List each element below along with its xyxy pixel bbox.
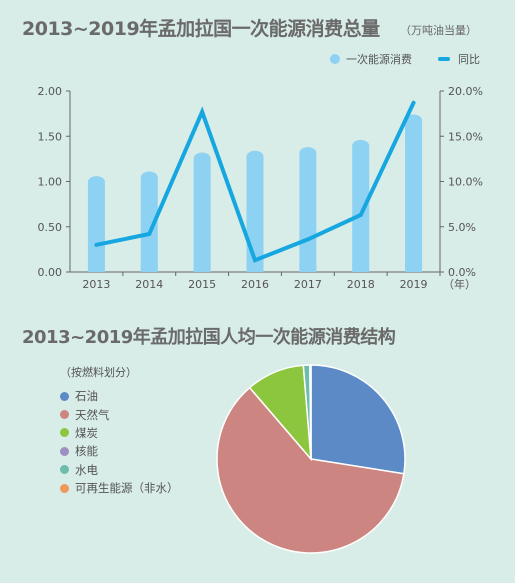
x-unit-label: （年） bbox=[443, 277, 476, 291]
y-left-tick-label: 1.50 bbox=[38, 130, 63, 143]
unit-label: （万吨油当量） bbox=[400, 24, 477, 37]
bar-base bbox=[193, 264, 211, 272]
bar bbox=[299, 147, 317, 272]
y-right-tick-label: 10.0% bbox=[448, 176, 483, 189]
legend-swatch bbox=[60, 391, 69, 401]
legend-label: 核能 bbox=[75, 444, 98, 459]
x-tick-label: 2018 bbox=[347, 278, 375, 291]
legend-item: 石油 bbox=[60, 387, 179, 405]
bar-base bbox=[299, 264, 317, 272]
y-right-tick-label: 15.0% bbox=[448, 130, 483, 143]
chart-consumption: 0.00 0.50 1.00 1.50 2.00 0.0% 5.0% 10.0% 15.0% 20… bbox=[38, 85, 483, 291]
y-right-tick-label: 0.0% bbox=[448, 266, 476, 279]
y-left-tick-label: 0.50 bbox=[38, 221, 63, 234]
pie-slice bbox=[309, 364, 312, 460]
bar bbox=[87, 176, 105, 272]
bar-base bbox=[352, 264, 370, 272]
pie-slice bbox=[216, 386, 405, 554]
legend-item: 核能 bbox=[60, 442, 179, 460]
x-tick-label: 2013 bbox=[82, 278, 110, 291]
x-tick-label: 2015 bbox=[188, 278, 216, 291]
pie-slice bbox=[302, 364, 312, 460]
bar-base bbox=[87, 264, 105, 272]
legend-item: 水电 bbox=[60, 461, 179, 479]
bar bbox=[405, 114, 423, 272]
x-tick-label: 2016 bbox=[241, 278, 269, 291]
pie-slice bbox=[310, 364, 406, 475]
legend-label: 煤炭 bbox=[75, 425, 98, 440]
legend-item-line: 同比 bbox=[438, 51, 480, 67]
legend-swatch bbox=[60, 446, 69, 456]
x-tick-label: 2017 bbox=[294, 278, 322, 291]
legend-item: 可再生能源（非水） bbox=[60, 479, 179, 497]
y-left-tick-label: 1.00 bbox=[38, 176, 63, 189]
x-tick-label: 2019 bbox=[400, 278, 428, 291]
y-right-tick-label: 5.0% bbox=[448, 221, 476, 234]
legend-swatch bbox=[60, 428, 69, 438]
x-tick-label: 2014 bbox=[135, 278, 163, 291]
legend-label: 天然气 bbox=[75, 407, 110, 422]
legend-structure: 石油天然气煤炭核能水电可再生能源（非水） bbox=[60, 387, 179, 497]
legend-bar-swatch bbox=[330, 54, 340, 64]
legend-item-bar: 一次能源消费 bbox=[330, 51, 412, 67]
chart-title-structure: 2013~2019年孟加拉国人均一次能源消费结构 bbox=[22, 327, 396, 348]
bar bbox=[193, 152, 211, 272]
series-line-yoy bbox=[94, 100, 416, 263]
bar bbox=[140, 171, 158, 272]
bar-base bbox=[405, 264, 423, 272]
legend-label: 可再生能源（非水） bbox=[75, 481, 179, 496]
legend-line-label: 同比 bbox=[458, 53, 480, 66]
legend-consumption: 一次能源消费 同比 bbox=[0, 51, 515, 69]
bar-base bbox=[246, 264, 264, 272]
legend-swatch bbox=[60, 483, 69, 493]
bar bbox=[352, 139, 370, 272]
legend-line-swatch bbox=[438, 57, 450, 61]
legend-swatch bbox=[60, 465, 69, 475]
legend-item: 煤炭 bbox=[60, 424, 179, 442]
legend-swatch bbox=[60, 410, 69, 420]
legend-label: 水电 bbox=[75, 462, 98, 477]
bar-base bbox=[140, 264, 158, 272]
legend-item: 天然气 bbox=[60, 405, 179, 423]
y-right-tick-label: 20.0% bbox=[448, 85, 483, 98]
chart-title-consumption: 2013~2019年孟加拉国一次能源消费总量 bbox=[22, 18, 380, 40]
legend-label: 石油 bbox=[75, 389, 98, 404]
y-left-tick-label: 2.00 bbox=[38, 85, 63, 98]
legend-bar-label: 一次能源消费 bbox=[346, 53, 412, 66]
y-left-tick-label: 0.00 bbox=[38, 266, 63, 279]
pie-slice bbox=[248, 364, 312, 462]
bar bbox=[246, 150, 264, 272]
subtitle-by-fuel: （按燃料划分） bbox=[60, 366, 137, 379]
